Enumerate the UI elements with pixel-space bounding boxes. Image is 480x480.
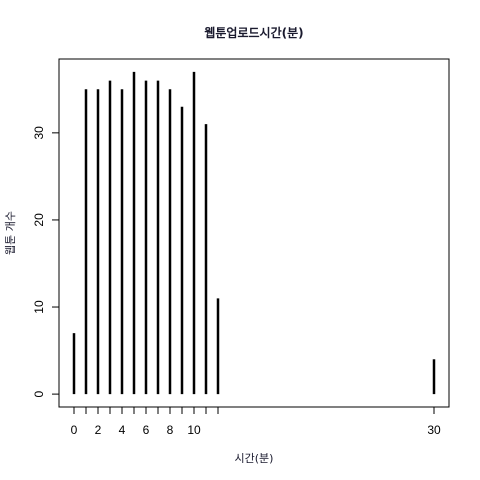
x-axis: 0 2 4 6 8 10 30 [71, 407, 441, 437]
x-tick-label-4: 4 [119, 423, 126, 437]
y-axis: 0 10 20 30 [32, 126, 59, 397]
x-axis-label: 시간(분) [235, 452, 274, 465]
x-tick-label-10: 10 [187, 423, 201, 437]
plot-frame [58, 58, 450, 408]
y-tick-label-30: 30 [32, 126, 46, 140]
y-tick-label-0: 0 [32, 390, 46, 397]
x-tick-label-8: 8 [167, 423, 174, 437]
x-tick-label-30: 30 [427, 423, 441, 437]
x-tick-label-6: 6 [143, 423, 150, 437]
bars-group [72, 71, 436, 395]
chart-title: 웹툰업로드시간(분) [204, 25, 303, 40]
y-tick-label-10: 10 [32, 300, 46, 314]
y-axis-label: 웹툰 개수 [4, 211, 17, 255]
x-tick-label-2: 2 [95, 423, 102, 437]
y-tick-label-20: 20 [32, 213, 46, 227]
x-tick-label-0: 0 [71, 423, 78, 437]
